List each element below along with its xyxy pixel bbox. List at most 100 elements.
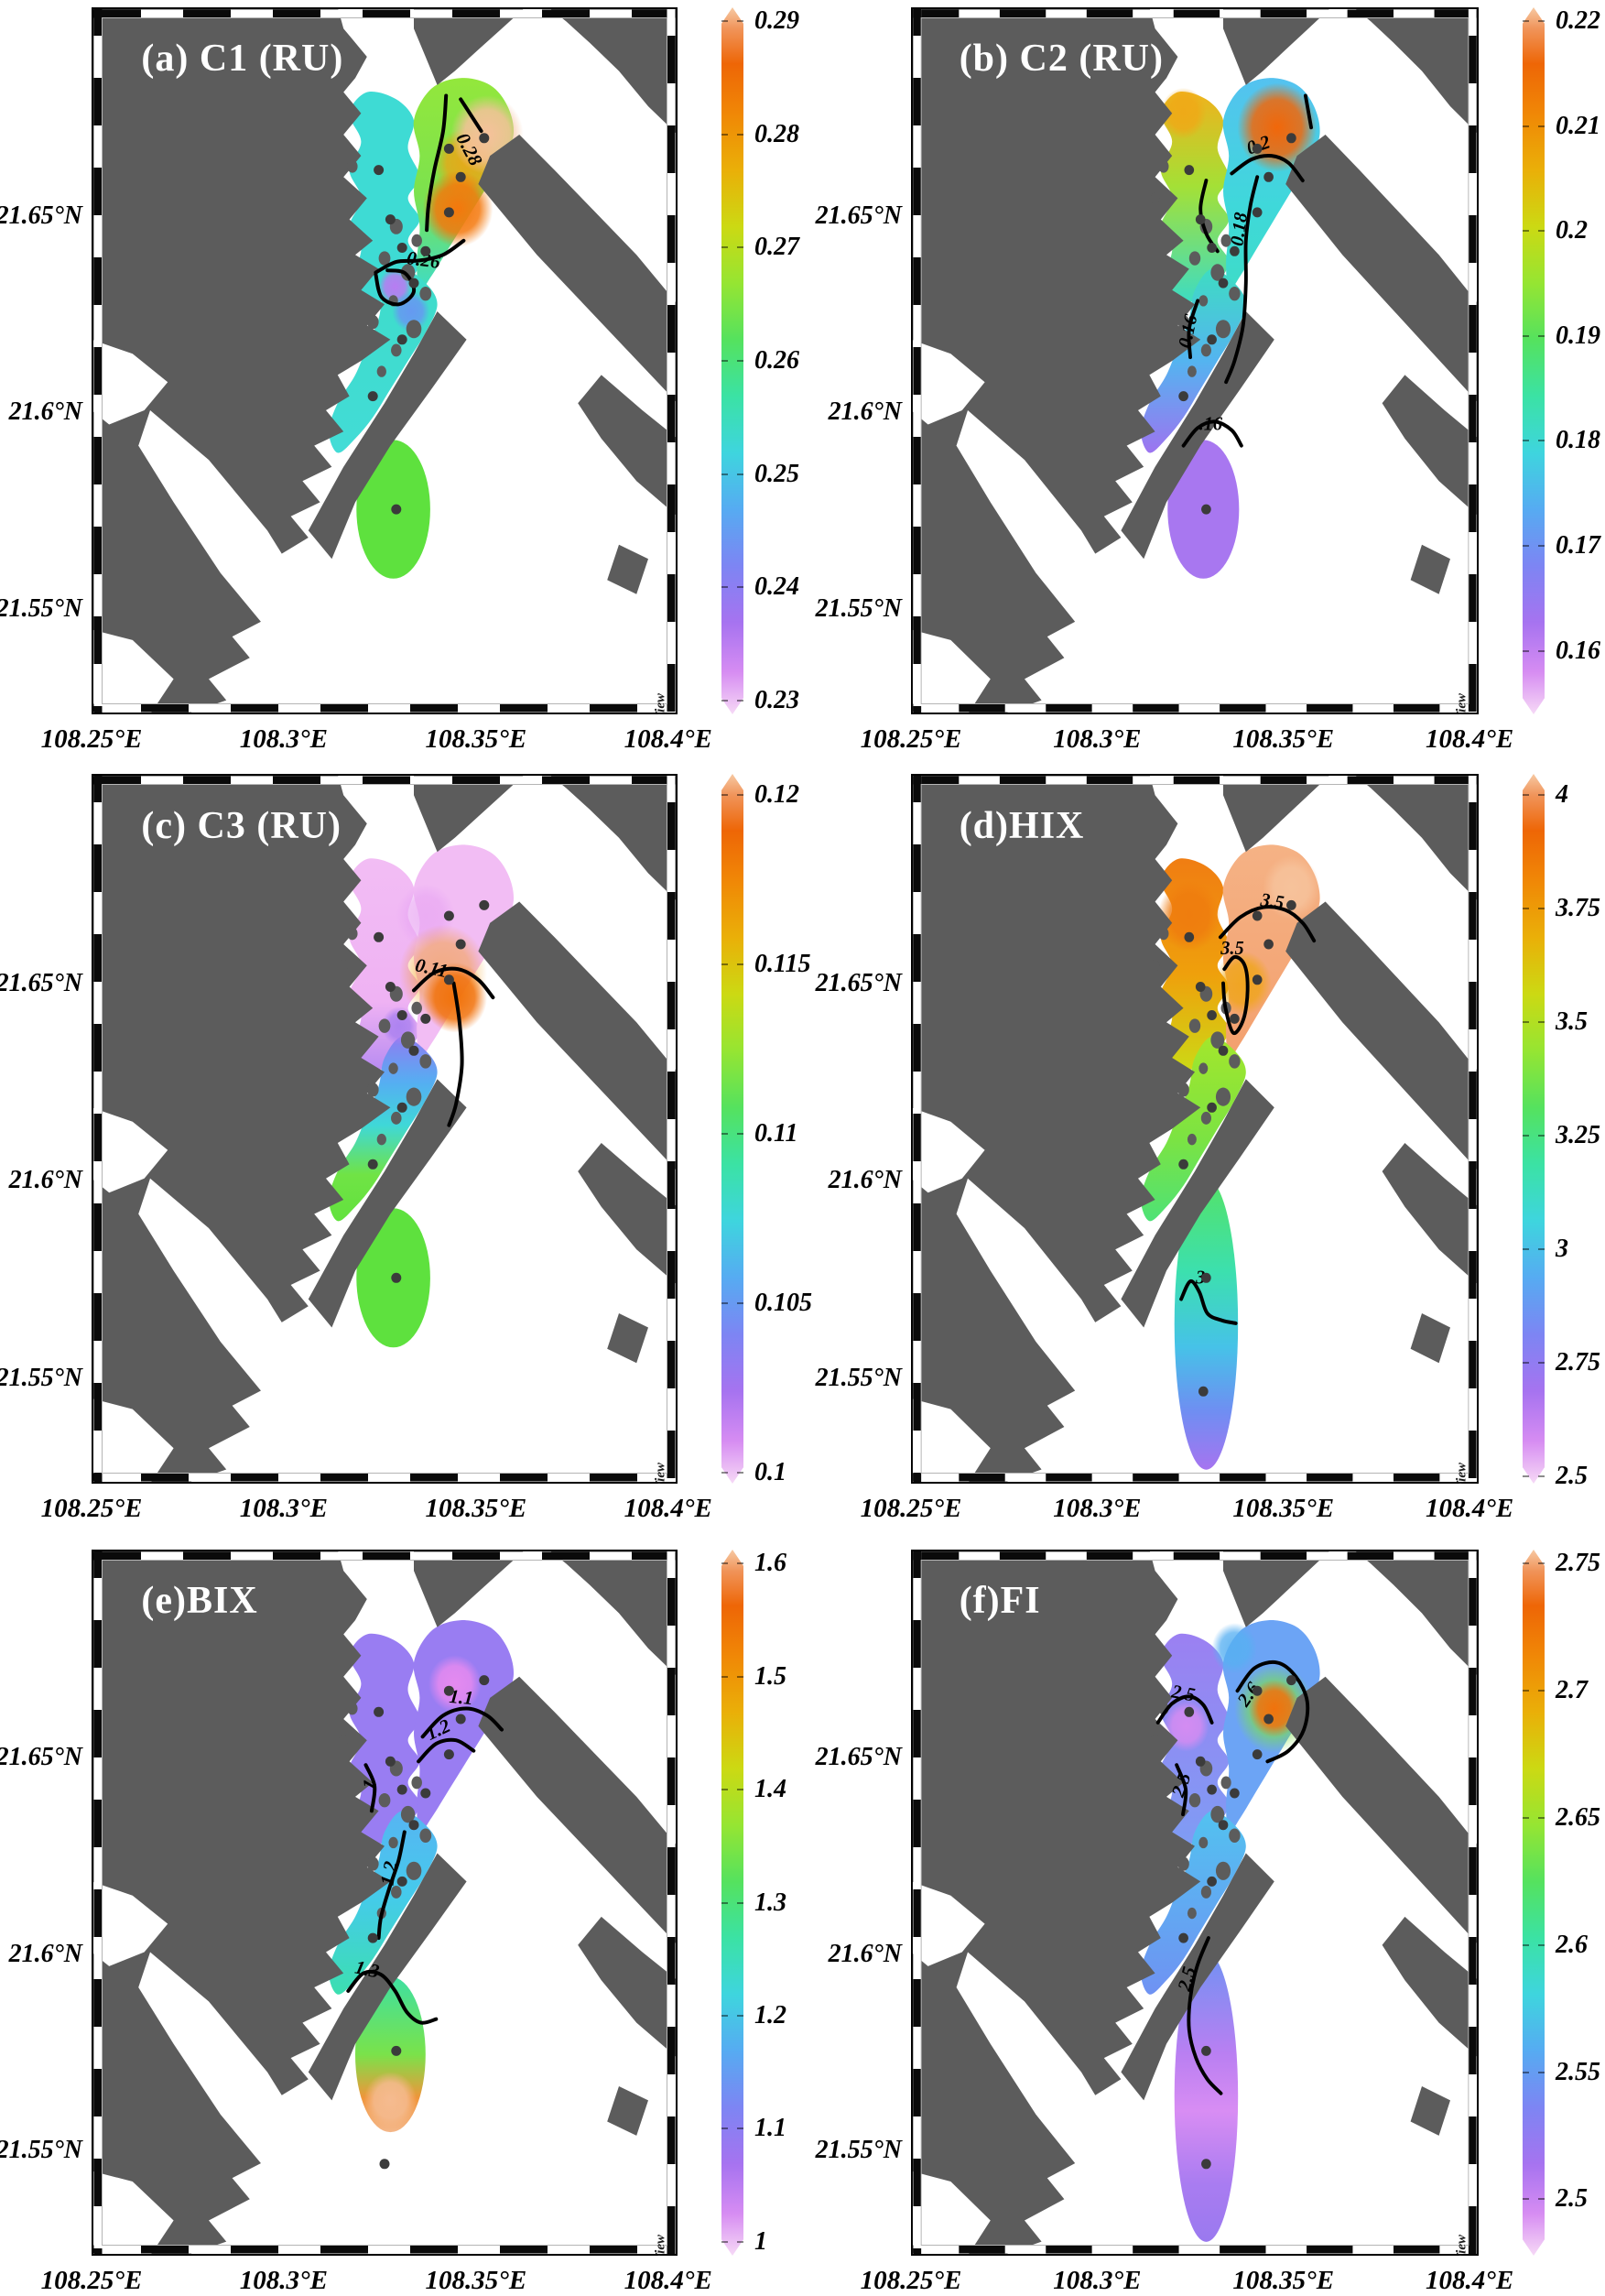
colorbar-tick [1523,20,1529,23]
lat-label: 21.6°N [828,397,902,427]
station-dot [1263,1714,1274,1725]
colorbar-tick-label: 1.2 [754,2000,786,2029]
contour-label: 3 [1195,1268,1205,1288]
colorbar-tick-label: 0.27 [754,233,799,262]
station-dot [396,1784,407,1795]
land-mass [1285,135,1479,404]
colorbar-tick [1523,440,1529,442]
map-hix: 3.5 3.5 3 (d)HIX Ocean Data View [911,774,1479,1484]
colorbar-tick-label: 0.115 [754,950,811,979]
colorbar-tick [1538,1021,1545,1024]
map-bix: 1.11.211.21.3 (e)BIX Ocean Data View [92,1550,678,2256]
water-bay [92,339,168,425]
lat-label: 21.65°N [0,968,82,997]
station-dot [1286,1675,1296,1686]
contour-label: 0.18 [1228,211,1252,247]
colorbar-tick [1538,545,1545,547]
contour-line [1303,93,1314,130]
station-dot [420,1013,431,1024]
water-bay [911,629,991,714]
station-dot [1218,1045,1229,1056]
colorbar-tick [721,473,728,475]
field-hotspot [428,1655,482,1713]
station-dot [1195,214,1206,225]
colorbar-tick [737,1675,743,1678]
colorbar-tick-label: 3.75 [1556,894,1600,923]
contour-line [1221,954,1250,1036]
odv-watermark: Ocean Data View [1454,2235,1469,2256]
colorbar-tick-label: 1 [754,2226,767,2256]
land-mass [478,135,678,404]
colorbar-tick-label: 3.25 [1556,1121,1600,1150]
lon-label: 108.4°E [1425,1494,1514,1523]
lat-label: 21.6°N [828,1939,902,1968]
lat-label: 21.55°N [815,2136,902,2165]
station-dot [1218,277,1229,288]
colorbar-tick [737,2240,743,2243]
field-region-tongue [1174,1178,1239,1470]
colorbar-tick [1538,1135,1545,1137]
station-dot [1263,171,1274,182]
lon-label: 108.35°E [1232,2266,1335,2295]
map-c1: 0.280.26 (a) C1 (RU) Ocean Data View [92,7,678,714]
station-dot [385,1756,396,1767]
panel-title: (d)HIX [959,804,1085,847]
islet [1220,234,1231,247]
station-dot [408,1820,419,1831]
station-dot [1252,143,1263,154]
islet [388,1836,398,1849]
contour-line [1155,1694,1214,1725]
colorbar-tick [1538,2198,1545,2201]
lon-label: 108.3°E [239,1494,329,1523]
colorbar-tick [1538,1943,1545,1946]
islet [1220,1776,1231,1790]
colorbar-tick [737,794,743,797]
colorbar-tick [721,360,728,362]
land-mass [578,375,678,517]
colorbar-tick [1523,1248,1529,1251]
land-mass [548,774,678,902]
field-region-channel [329,1036,438,1222]
islet [366,1856,379,1871]
station-layer [1178,1675,1296,2170]
panel-c2: 0.20.180.16.16 (b) C2 (RU) Ocean Data Vi… [806,0,1605,774]
land-mass [478,901,678,1171]
map-border [92,1550,678,2256]
colorbar-tick [1538,649,1545,652]
map-border [92,774,678,1484]
colorbar-gradient [721,774,743,1484]
colorbar-tick [721,1133,728,1136]
panel-title: (c) C3 (RU) [141,804,342,847]
map-border [911,774,1479,1484]
islet [1215,1861,1231,1880]
contour-label: 1.3 [353,1956,382,1983]
land-mass [92,1550,391,2256]
water-bay [92,1881,168,1966]
water-bay [911,2171,991,2256]
panel-title: (e)BIX [141,1580,258,1623]
contour-line [374,238,466,275]
station-dot [443,974,454,985]
lat-label: 21.6°N [8,1166,82,1195]
islet [411,234,422,247]
colorbar-tick [1523,1135,1529,1137]
colorbar-tick [1538,1816,1545,1819]
station-dot [391,1272,402,1283]
station-dot [367,391,378,402]
islet [406,1087,422,1106]
station-dot [385,214,396,225]
colorbar-tick-label: 0.19 [1556,321,1600,350]
contour-line [447,981,464,1127]
colorbar-tick-label: 1.1 [754,2114,786,2143]
station-dot [1178,391,1188,402]
islet [1150,960,1160,972]
colorbar-tick [737,246,743,249]
station-dot [1201,2159,1211,2170]
land-mass [607,544,648,594]
lon-label: 108.3°E [1053,724,1142,754]
lat-label: 21.6°N [828,1166,902,1195]
colorbar-tick [1523,1362,1529,1365]
station-dot [1195,1756,1206,1767]
station-dot [420,1788,431,1799]
field-hotspot [363,2072,418,2129]
